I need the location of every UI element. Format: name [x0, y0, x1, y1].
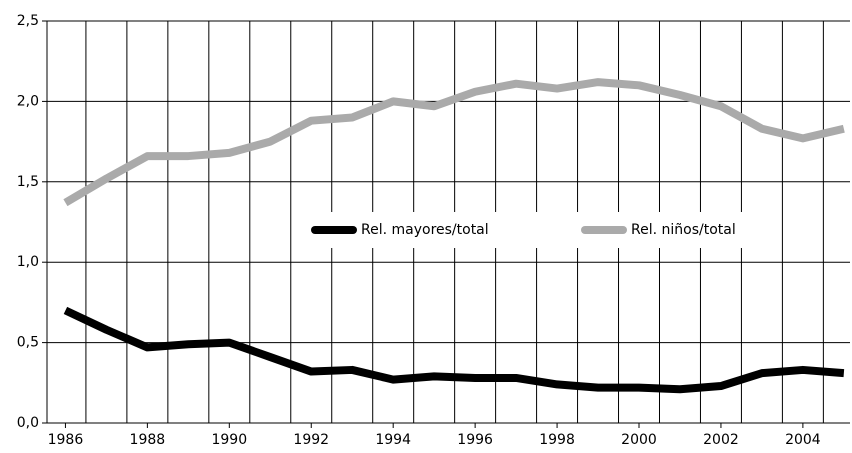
y-tick-label: 2,0 — [17, 93, 39, 109]
x-tick-label: 1994 — [375, 432, 411, 448]
y-tick-label: 1,5 — [17, 174, 39, 190]
x-tick-label: 1996 — [457, 432, 493, 448]
series-line — [63, 78, 845, 207]
x-tick-label: 2000 — [621, 432, 657, 448]
y-tick-label: 0,0 — [17, 415, 39, 431]
legend-label: Rel. niños/total — [631, 222, 736, 238]
x-tick-label: 2002 — [703, 432, 739, 448]
series-line — [63, 306, 845, 394]
y-tick-label: 2,5 — [17, 13, 39, 29]
x-tick-label: 1990 — [211, 432, 247, 448]
x-tick-label: 1986 — [48, 432, 84, 448]
y-tick-label: 0,5 — [17, 335, 39, 351]
x-tick-label: 2004 — [785, 432, 821, 448]
x-tick-label: 1998 — [539, 432, 575, 448]
y-tick-label: 1,0 — [17, 254, 39, 270]
legend-label: Rel. mayores/total — [361, 222, 489, 238]
x-tick-label: 1992 — [293, 432, 329, 448]
legend-bg — [300, 212, 770, 248]
x-tick-label: 1988 — [130, 432, 166, 448]
